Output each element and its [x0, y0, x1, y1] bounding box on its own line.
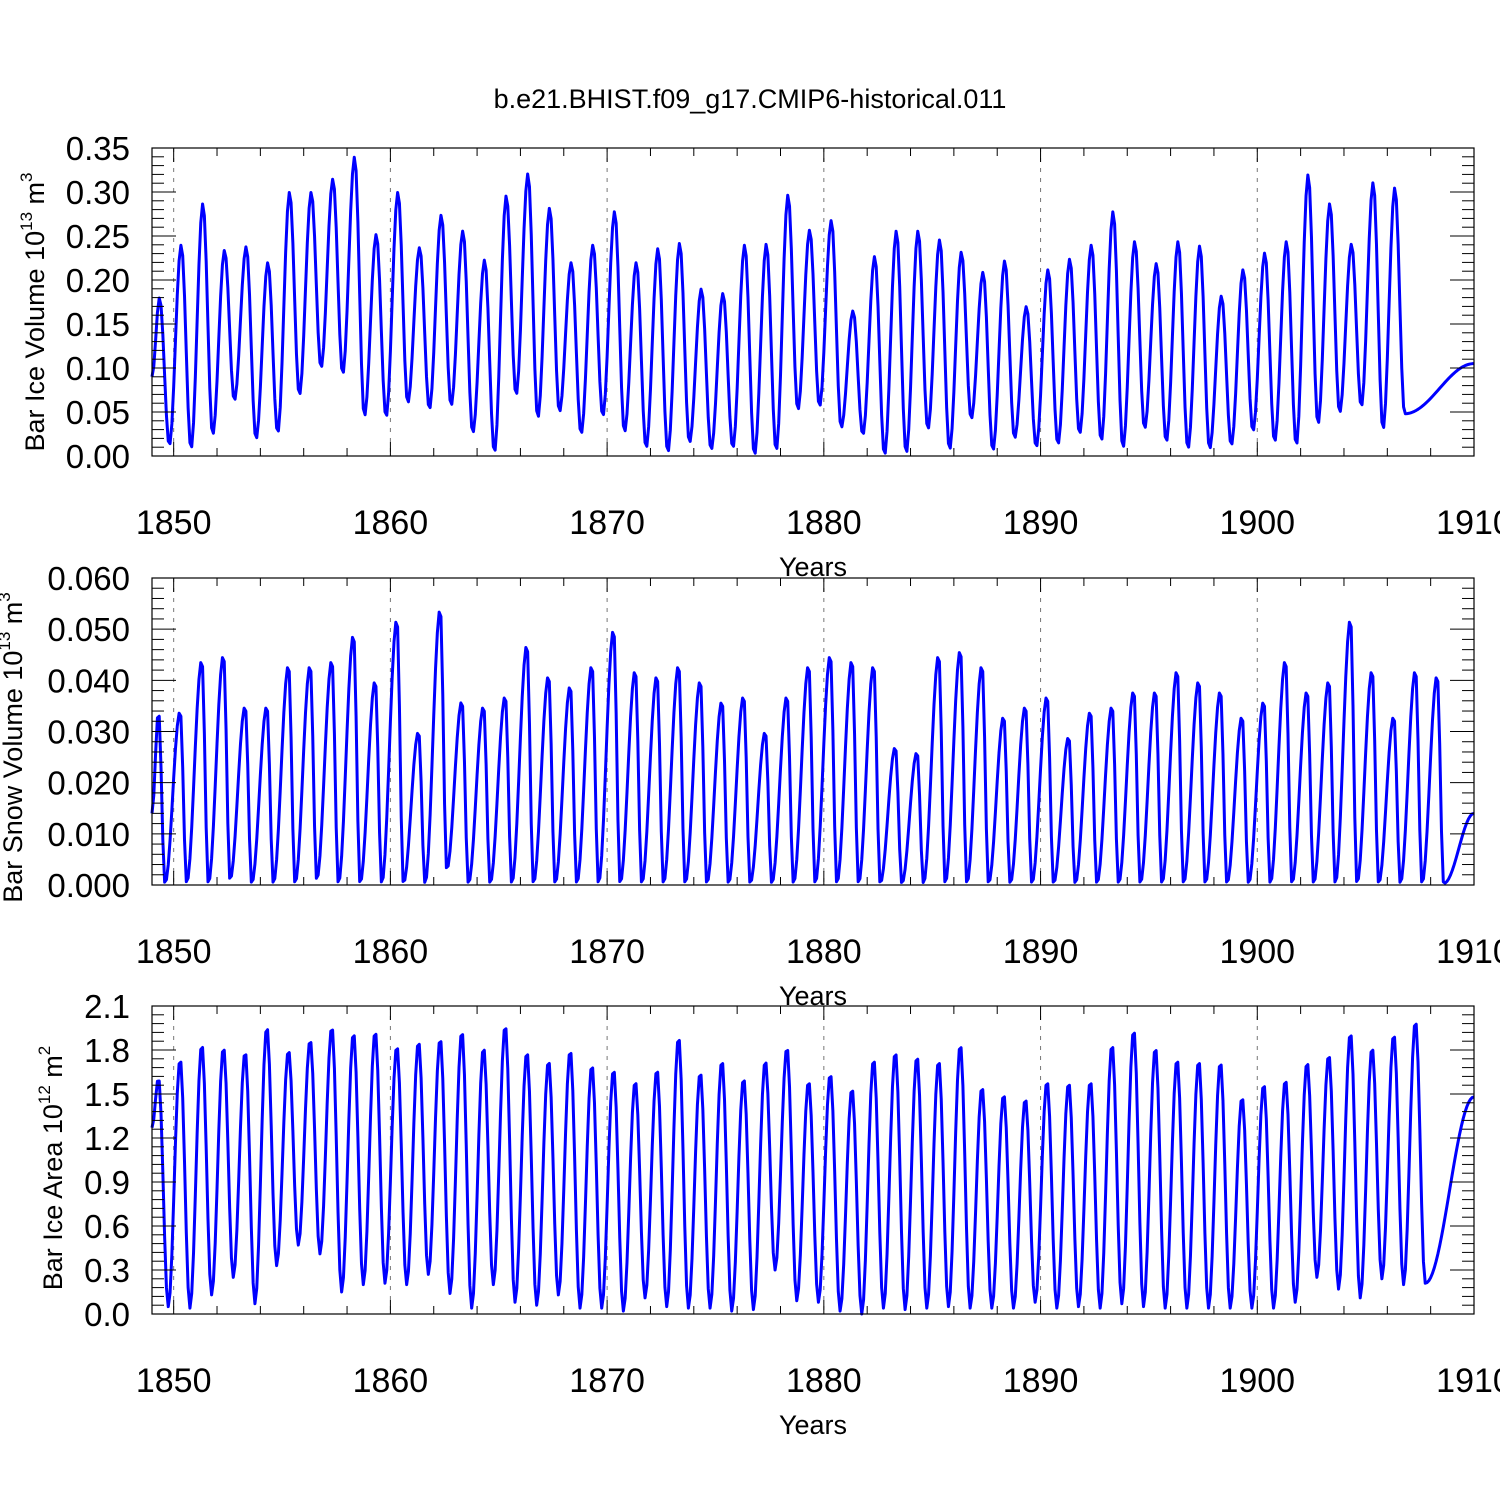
panel-2-ytick-label: 0.050: [47, 611, 130, 648]
panel-3-xtick-label: 1850: [136, 1362, 212, 1400]
panel-1-xtick-label: 1890: [1003, 504, 1079, 542]
panel-1-xtick-label: 1880: [786, 504, 862, 542]
panel-3-ytick-label: 1.8: [84, 1032, 130, 1069]
panel-2-ytick-label: 0.010: [47, 816, 130, 853]
panel-1-ytick-label: 0.10: [66, 350, 130, 387]
panel-3-xtick-label: 1910: [1436, 1362, 1500, 1400]
panel-1-xtick-label: 1850: [136, 504, 212, 542]
panel-3-ytick-label: 1.5: [84, 1076, 130, 1113]
panel-3-ytick-label: 1.2: [84, 1120, 130, 1157]
panel-3-xaxis-label: Years: [779, 1410, 847, 1440]
panel-1-xtick-label: 1900: [1219, 504, 1295, 542]
panel-3-ytick-label: 0.6: [84, 1208, 130, 1245]
panel-2-xtick-label: 1890: [1003, 933, 1079, 971]
panel-1-ytick-label: 0.15: [66, 306, 130, 343]
panel-1-ytick-label: 0.35: [66, 130, 130, 167]
panel-1-ytick-label: 0.20: [66, 262, 130, 299]
panel-2-ytick-label: 0.020: [47, 765, 130, 802]
panel-2-ytick-label: 0.030: [47, 714, 130, 751]
panel-1-ytick-label: 0.30: [66, 174, 130, 211]
panel-2-ytick-label: 0.060: [47, 560, 130, 597]
panel-3: 1850 1860 1870 1880 1890 1900 1910 Years 0.0 0.3 0…: [35, 988, 1500, 1440]
figure-title: b.e21.BHIST.f09_g17.CMIP6-historical.011: [493, 84, 1007, 114]
panel-3-yaxis-label: Bar Ice Area 1012 m2: [35, 1046, 68, 1291]
panel-2-xtick-label: 1880: [786, 933, 862, 971]
panel-1-ytick-label: 0.00: [66, 438, 130, 475]
panel-1: 1850 1860 1870 1880 1890 1900 1910 Years 0.00 0.0…: [17, 130, 1500, 582]
panel-2-ytick-label: 0.040: [47, 662, 130, 699]
panel-2-xtick-label: 1860: [353, 933, 429, 971]
panel-1-xaxis-label: Years: [779, 552, 847, 582]
panel-1-ytick-label: 0.05: [66, 394, 130, 431]
panel-1-yaxis-label: Bar Ice Volume 1013 m3: [17, 172, 50, 451]
panel-3-ytick-label: 0.9: [84, 1164, 130, 1201]
panel-3-xtick-label: 1860: [353, 1362, 429, 1400]
panel-2-xtick-label: 1910: [1436, 933, 1500, 971]
panel-3-ytick-label: 0.3: [84, 1252, 130, 1289]
panel-1-xtick-label: 1910: [1436, 504, 1500, 542]
panel-1-ytick-label: 0.25: [66, 218, 130, 255]
panel-3-series-line: [150, 1022, 1475, 1316]
panel-2-xtick-label: 1900: [1219, 933, 1295, 971]
panel-3-ytick-label: 2.1: [84, 988, 130, 1025]
panel-1-frame: [151, 147, 1475, 457]
panel-2-xtick-label: 1870: [569, 933, 645, 971]
panel-3-xtick-label: 1870: [569, 1362, 645, 1400]
panel-3-xtick-label: 1900: [1219, 1362, 1295, 1400]
panel-2-yaxis-label: Bar Snow Volume 1013 m3: [0, 592, 28, 903]
panel-3-frame: [151, 1005, 1475, 1315]
panel-2-ytick-label: 0.000: [47, 867, 130, 904]
panel-3-xtick-label: 1890: [1003, 1362, 1079, 1400]
panel-3-ytick-label: 0.0: [84, 1296, 130, 1333]
panel-2: 1850186018701880189019001910Years0.0000.…: [0, 560, 1500, 1011]
panel-1-series-line: [150, 155, 1475, 455]
panel-3-xtick-label: 1880: [786, 1362, 862, 1400]
panel-2-xtick-label: 1850: [136, 933, 212, 971]
panel-1-xtick-label: 1860: [353, 504, 429, 542]
panel-1-xtick-label: 1870: [569, 504, 645, 542]
panel-2-series-line: [150, 610, 1475, 885]
